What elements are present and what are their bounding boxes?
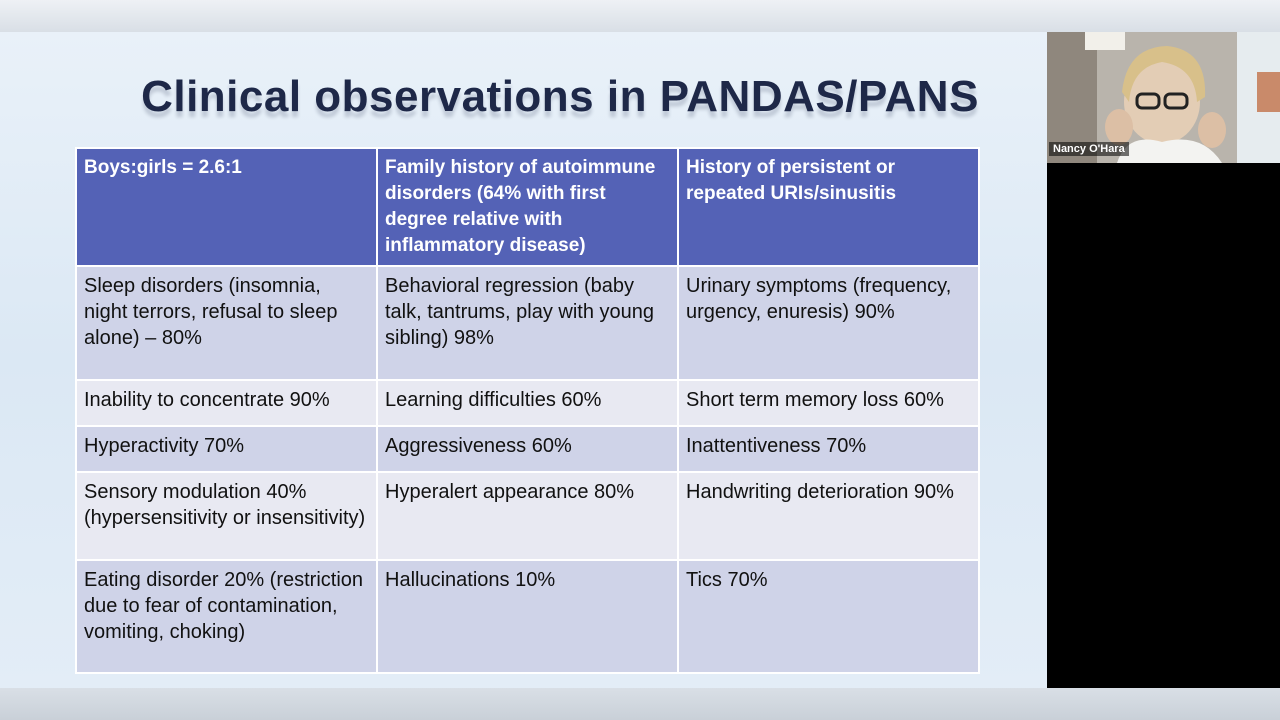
header-row: Boys:girls = 2.6:1 Family history of auto… (75, 147, 980, 267)
table-cell: Eating disorder 20% (restriction due to … (75, 559, 378, 674)
table-cell: Hyperactivity 70% (75, 425, 378, 473)
table-row: Sleep disorders (insomnia, night terrors… (75, 265, 980, 381)
header-cell: Boys:girls = 2.6:1 (75, 147, 378, 267)
table-cell: Learning difficulties 60% (376, 379, 679, 427)
participant-name: Nancy O'Hara (1049, 142, 1129, 156)
observation-table: Boys:girls = 2.6:1 Family history of auto… (75, 147, 980, 674)
table-cell: Behavioral regression (baby talk, tantru… (376, 265, 679, 381)
table-cell: Short term memory loss 60% (677, 379, 980, 427)
table-cell: Hallucinations 10% (376, 559, 679, 674)
video-panel: Nancy O'Hara (1047, 32, 1280, 688)
table-row: Hyperactivity 70% Aggressiveness 60% Inatt… (75, 425, 980, 473)
table-cell: Inattentiveness 70% (677, 425, 980, 473)
table-cell: Inability to concentrate 90% (75, 379, 378, 427)
table-cell: Tics 70% (677, 559, 980, 674)
participant-video (1047, 32, 1280, 163)
top-bar (0, 0, 1280, 32)
table-cell: Aggressiveness 60% (376, 425, 679, 473)
table-cell: Urinary symptoms (frequency, urgency, en… (677, 265, 980, 381)
table-row: Eating disorder 20% (restriction due to … (75, 559, 980, 674)
slide: Clinical observations in PANDAS/PANS Boy… (0, 32, 1047, 688)
table-row: Sensory modulation 40% (hypersensitivity… (75, 471, 980, 561)
table-cell: Hyperalert appearance 80% (376, 471, 679, 561)
bottom-bar (0, 688, 1280, 720)
header-cell: Family history of autoimmune disorders (… (376, 147, 679, 267)
slide-title: Clinical observations in PANDAS/PANS (141, 72, 979, 121)
header-cell: History of persistent or repeated URIs/s… (677, 147, 980, 267)
table-cell: Sleep disorders (insomnia, night terrors… (75, 265, 378, 381)
table-cell: Handwriting deterioration 90% (677, 471, 980, 561)
table-row: Inability to concentrate 90% Learning dif… (75, 379, 980, 427)
table-cell: Sensory modulation 40% (hypersensitivity… (75, 471, 378, 561)
